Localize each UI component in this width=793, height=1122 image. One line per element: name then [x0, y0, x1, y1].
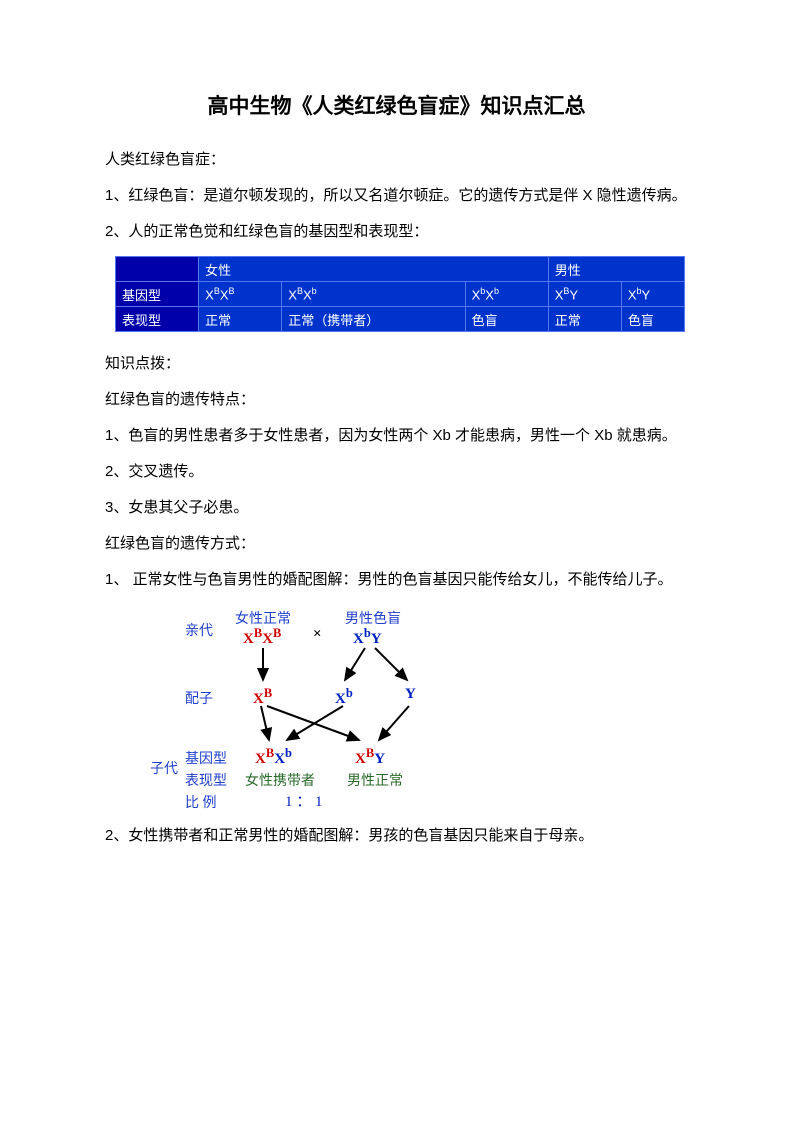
- label-offspring: 子代: [150, 758, 178, 778]
- pheno-3: 色盲: [465, 307, 548, 332]
- paragraph-mode-2: 2、女性携带者和正常男性的婚配图解：男孩的色盲基因只能来自于母亲。: [75, 818, 718, 854]
- pheno-1: 正常: [199, 307, 282, 332]
- paragraph-feature-2: 2、交叉遗传。: [75, 454, 718, 490]
- geno-5: XbY: [621, 282, 684, 307]
- geno-4: XBY: [548, 282, 621, 307]
- genotype-table: 女性 男性 基因型 XBXB XBXb XbXb XBY XbY 表现型 正常 …: [115, 256, 685, 332]
- table-header-male: 男性: [548, 257, 684, 282]
- table-row-phenotype-label: 表现型: [116, 307, 199, 332]
- table-row-genotype-label: 基因型: [116, 282, 199, 307]
- geno-1: XBXB: [199, 282, 282, 307]
- geno-2: XBXb: [282, 282, 465, 307]
- paragraph-hint: 知识点拨：: [75, 346, 718, 382]
- paragraph-feature-3: 3、女患其父子必患。: [75, 490, 718, 526]
- page-title: 高中生物《人类红绿色盲症》知识点汇总: [75, 90, 718, 120]
- paragraph-feature-1: 1、色盲的男性患者多于女性患者，因为女性两个 Xb 才能患病，男性一个 Xb 就…: [75, 418, 718, 454]
- paragraph-intro: 人类红绿色盲症：: [75, 142, 718, 178]
- diagram-arrows: [195, 608, 475, 818]
- geno-3: XbXb: [465, 282, 548, 307]
- pheno-5: 色盲: [621, 307, 684, 332]
- paragraph-1: 1、红绿色盲：是道尔顿发现的，所以又名道尔顿症。它的遗传方式是伴 X 隐性遗传病…: [75, 178, 718, 214]
- pheno-4: 正常: [548, 307, 621, 332]
- paragraph-feature-title: 红绿色盲的遗传特点：: [75, 382, 718, 418]
- table-header-female: 女性: [199, 257, 549, 282]
- pheno-2: 正常（携带者）: [282, 307, 465, 332]
- table-corner: [116, 257, 199, 282]
- cross-diagram: 亲代 女性正常 男性色盲 XBXB × XbY 配子 XB Xb Y 子代 基因…: [195, 608, 475, 818]
- paragraph-2: 2、人的正常色觉和红绿色盲的基因型和表现型：: [75, 214, 718, 250]
- paragraph-mode-title: 红绿色盲的遗传方式：: [75, 526, 718, 562]
- paragraph-mode-1: 1、 正常女性与色盲男性的婚配图解：男性的色盲基因只能传给女儿，不能传给儿子。: [75, 562, 718, 598]
